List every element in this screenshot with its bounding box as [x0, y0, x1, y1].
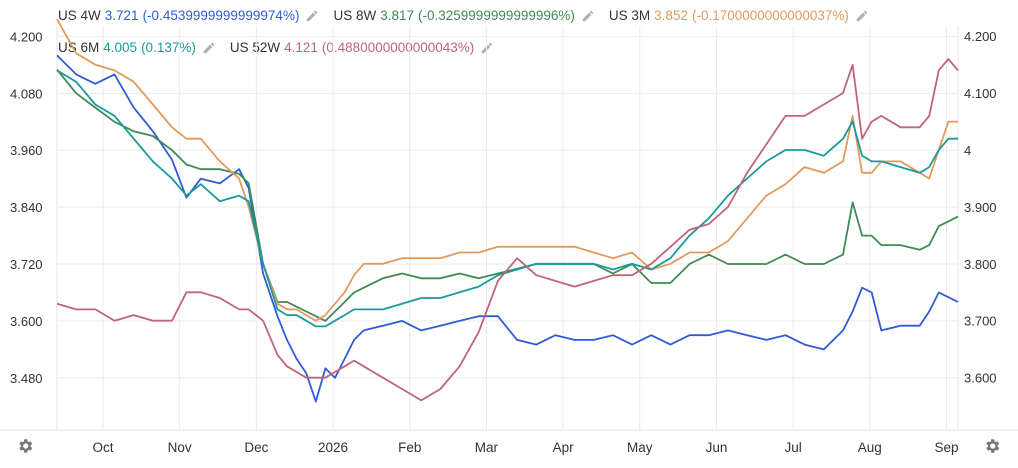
legend-series-value: 3.852 — [654, 8, 688, 23]
y-tick-label-right: 3.800 — [964, 257, 997, 272]
y-tick-label-left: 3.480 — [10, 371, 43, 386]
pencil-icon[interactable] — [480, 41, 494, 55]
x-tick-label: Dec — [244, 440, 268, 455]
y-tick-label-right: 3.600 — [964, 371, 997, 386]
series-line-us-8w — [56, 69, 959, 322]
legend-row-2: US 6M 4.005 (0.137%) US 52W 4.121 (0.48800000… — [58, 40, 508, 55]
pencil-icon[interactable] — [581, 9, 595, 23]
x-tick-label: Nov — [168, 440, 192, 455]
x-tick-label: May — [627, 440, 653, 455]
y-tick-label-left: 3.960 — [10, 143, 43, 158]
legend-item[interactable]: US 8W 3.817 (-0.3259999999999996%) — [333, 8, 594, 23]
legend-series-change: (0.137%) — [141, 40, 196, 55]
gear-icon[interactable] — [16, 437, 34, 455]
legend-row-1: US 4W 3.721 (-0.4539999999999974%) US 8W 3.8… — [58, 8, 883, 23]
legend-series-value: 3.817 — [380, 8, 415, 23]
series-line-us-4w — [56, 54, 959, 403]
legend-series-value: 4.121 — [284, 40, 318, 55]
y-tick-label-left: 3.840 — [10, 200, 43, 215]
y-tick-label-left: 3.720 — [10, 257, 43, 272]
legend-series-name: US 3M — [608, 8, 651, 23]
legend-item[interactable]: US 3M 3.852 (-0.1700000000000037%) — [609, 8, 869, 23]
legend-series-name: US 8W — [333, 8, 377, 23]
legend-item[interactable]: US 6M 4.005 (0.137%) — [58, 40, 216, 55]
gear-icon[interactable] — [983, 437, 1001, 455]
series-line-us-3m — [56, 18, 958, 322]
series-line-us-52w — [56, 58, 959, 402]
x-tick-label: Feb — [398, 440, 421, 455]
x-tick-label: 2026 — [318, 440, 348, 455]
y-tick-label-right: 3.700 — [964, 314, 997, 329]
x-tick-label: Jun — [706, 440, 728, 455]
y-tick-label-right: 3.900 — [964, 200, 997, 215]
legend-series-value: 4.005 — [103, 40, 138, 55]
legend-series-value: 3.721 — [104, 8, 139, 23]
x-tick-label: Mar — [475, 440, 499, 455]
x-tick-label: Oct — [93, 440, 114, 455]
series-line-us-6m — [56, 69, 958, 328]
pencil-icon[interactable] — [202, 41, 216, 55]
y-tick-label-left: 3.600 — [10, 314, 43, 329]
x-tick-label: Aug — [858, 440, 882, 455]
y-tick-label-right: 4 — [964, 143, 971, 158]
legend-series-change: (-0.4539999999999974%) — [142, 8, 300, 23]
y-tick-label-right: 4.100 — [964, 86, 997, 101]
pencil-icon[interactable] — [855, 9, 869, 23]
x-tick-label: Jul — [785, 440, 802, 455]
legend-series-name: US 6M — [58, 40, 100, 55]
legend-item[interactable]: US 52W 4.121 (0.4880000000000043%) — [230, 40, 494, 55]
legend-item[interactable]: US 4W 3.721 (-0.4539999999999974%) — [58, 8, 319, 23]
legend-series-change: (-0.1700000000000037%) — [691, 8, 849, 23]
pencil-icon[interactable] — [305, 9, 319, 23]
y-tick-label-left: 4.080 — [10, 86, 43, 101]
y-tick-label-left: 4.200 — [10, 29, 43, 44]
legend-series-name: US 52W — [229, 40, 281, 55]
y-tick-label-right: 4.200 — [964, 29, 997, 44]
legend-series-name: US 4W — [58, 8, 101, 23]
legend-series-change: (0.4880000000000043%) — [321, 40, 475, 55]
x-tick-label: Sep — [934, 440, 958, 455]
legend-series-change: (-0.3259999999999996%) — [418, 8, 575, 23]
x-tick-label: Apr — [553, 440, 575, 455]
